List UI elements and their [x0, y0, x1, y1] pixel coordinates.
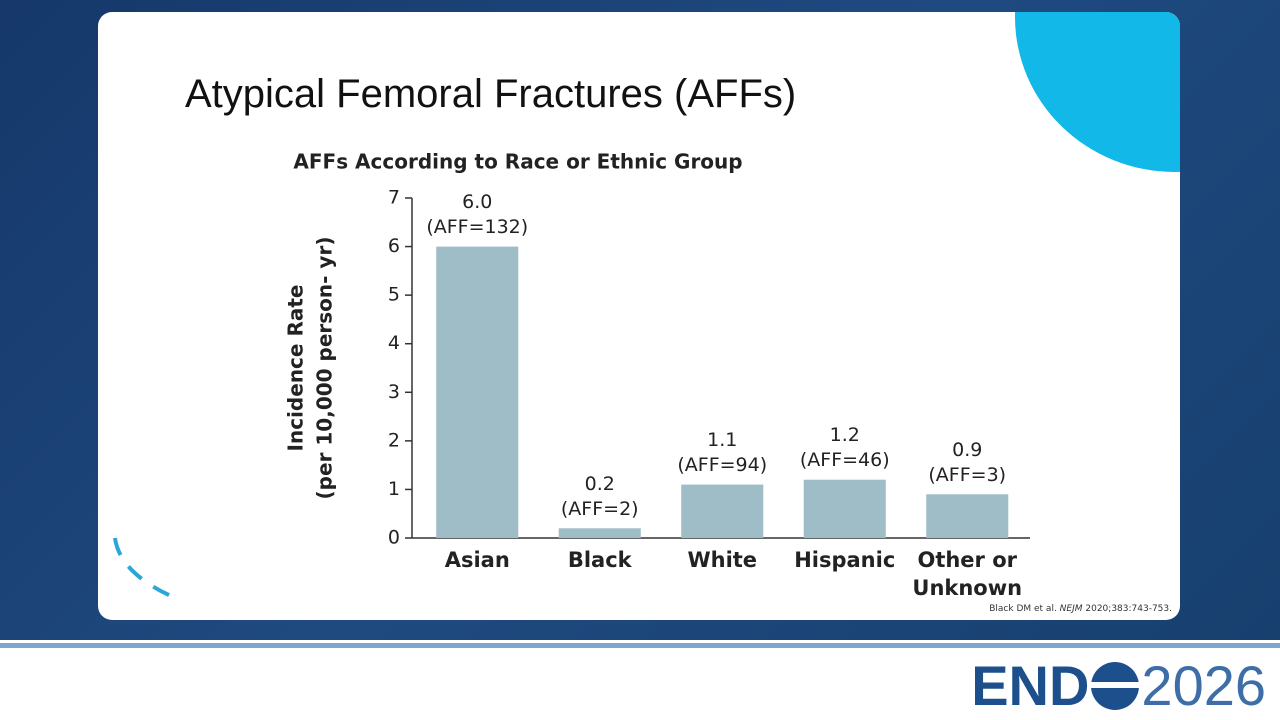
- citation-text: 2020;383:743-753.: [1082, 604, 1172, 614]
- value-label: 0.9: [952, 439, 982, 461]
- y-tick-label: 6: [388, 235, 400, 257]
- value-label: 6.0: [462, 191, 492, 213]
- logo-text: END: [971, 654, 1090, 717]
- annotation: (AFF=3): [928, 464, 1006, 486]
- y-tick-label: 0: [388, 527, 400, 549]
- logo: END 2026: [971, 656, 1266, 716]
- citation: Black DM et al. NEJM 2020;383:743-753.: [989, 604, 1172, 614]
- bar: [558, 528, 641, 538]
- y-tick-label: 1: [388, 478, 400, 500]
- y-tick-label: 5: [388, 284, 400, 306]
- citation-journal: NEJM: [1059, 604, 1083, 614]
- y-tick-label: 7: [388, 187, 400, 209]
- bar: [681, 484, 764, 538]
- footer-rule: [0, 643, 1280, 648]
- annotation: (AFF=132): [426, 216, 528, 238]
- x-tick-label: White: [687, 548, 758, 572]
- slide-title: Atypical Femoral Fractures (AFFs): [185, 72, 797, 116]
- annotation: (AFF=46): [800, 449, 890, 471]
- value-label: 1.1: [707, 429, 737, 451]
- value-label: 0.2: [585, 473, 615, 495]
- bar: [803, 479, 886, 538]
- y-axis-label: (per 10,000 person- yr): [313, 237, 337, 500]
- annotation: (AFF=2): [561, 498, 639, 520]
- logo-text: 2026: [1141, 654, 1266, 717]
- chart-title: AFFs According to Race or Ethnic Group: [293, 150, 742, 174]
- y-tick-label: 2: [388, 429, 400, 451]
- x-tick-label: Other or Unknown: [912, 548, 1023, 600]
- value-label: 1.2: [830, 424, 860, 446]
- bar: [436, 246, 519, 539]
- annotation: (AFF=94): [677, 454, 767, 476]
- decor-arc: [113, 537, 181, 602]
- y-tick-label: 4: [388, 332, 400, 354]
- chart: AFFs According to Race or Ethnic Group I…: [113, 150, 1030, 602]
- x-tick-label: Hispanic: [794, 548, 896, 572]
- x-tick-label: Asian: [444, 548, 510, 572]
- x-tick-label: Black: [567, 548, 632, 572]
- y-tick-label: 3: [388, 381, 400, 403]
- y-axis-label: Incidence Rate: [284, 285, 308, 452]
- bar: [926, 494, 1009, 538]
- logo-globe: [1089, 662, 1142, 710]
- citation-text: Black DM et al.: [989, 604, 1060, 614]
